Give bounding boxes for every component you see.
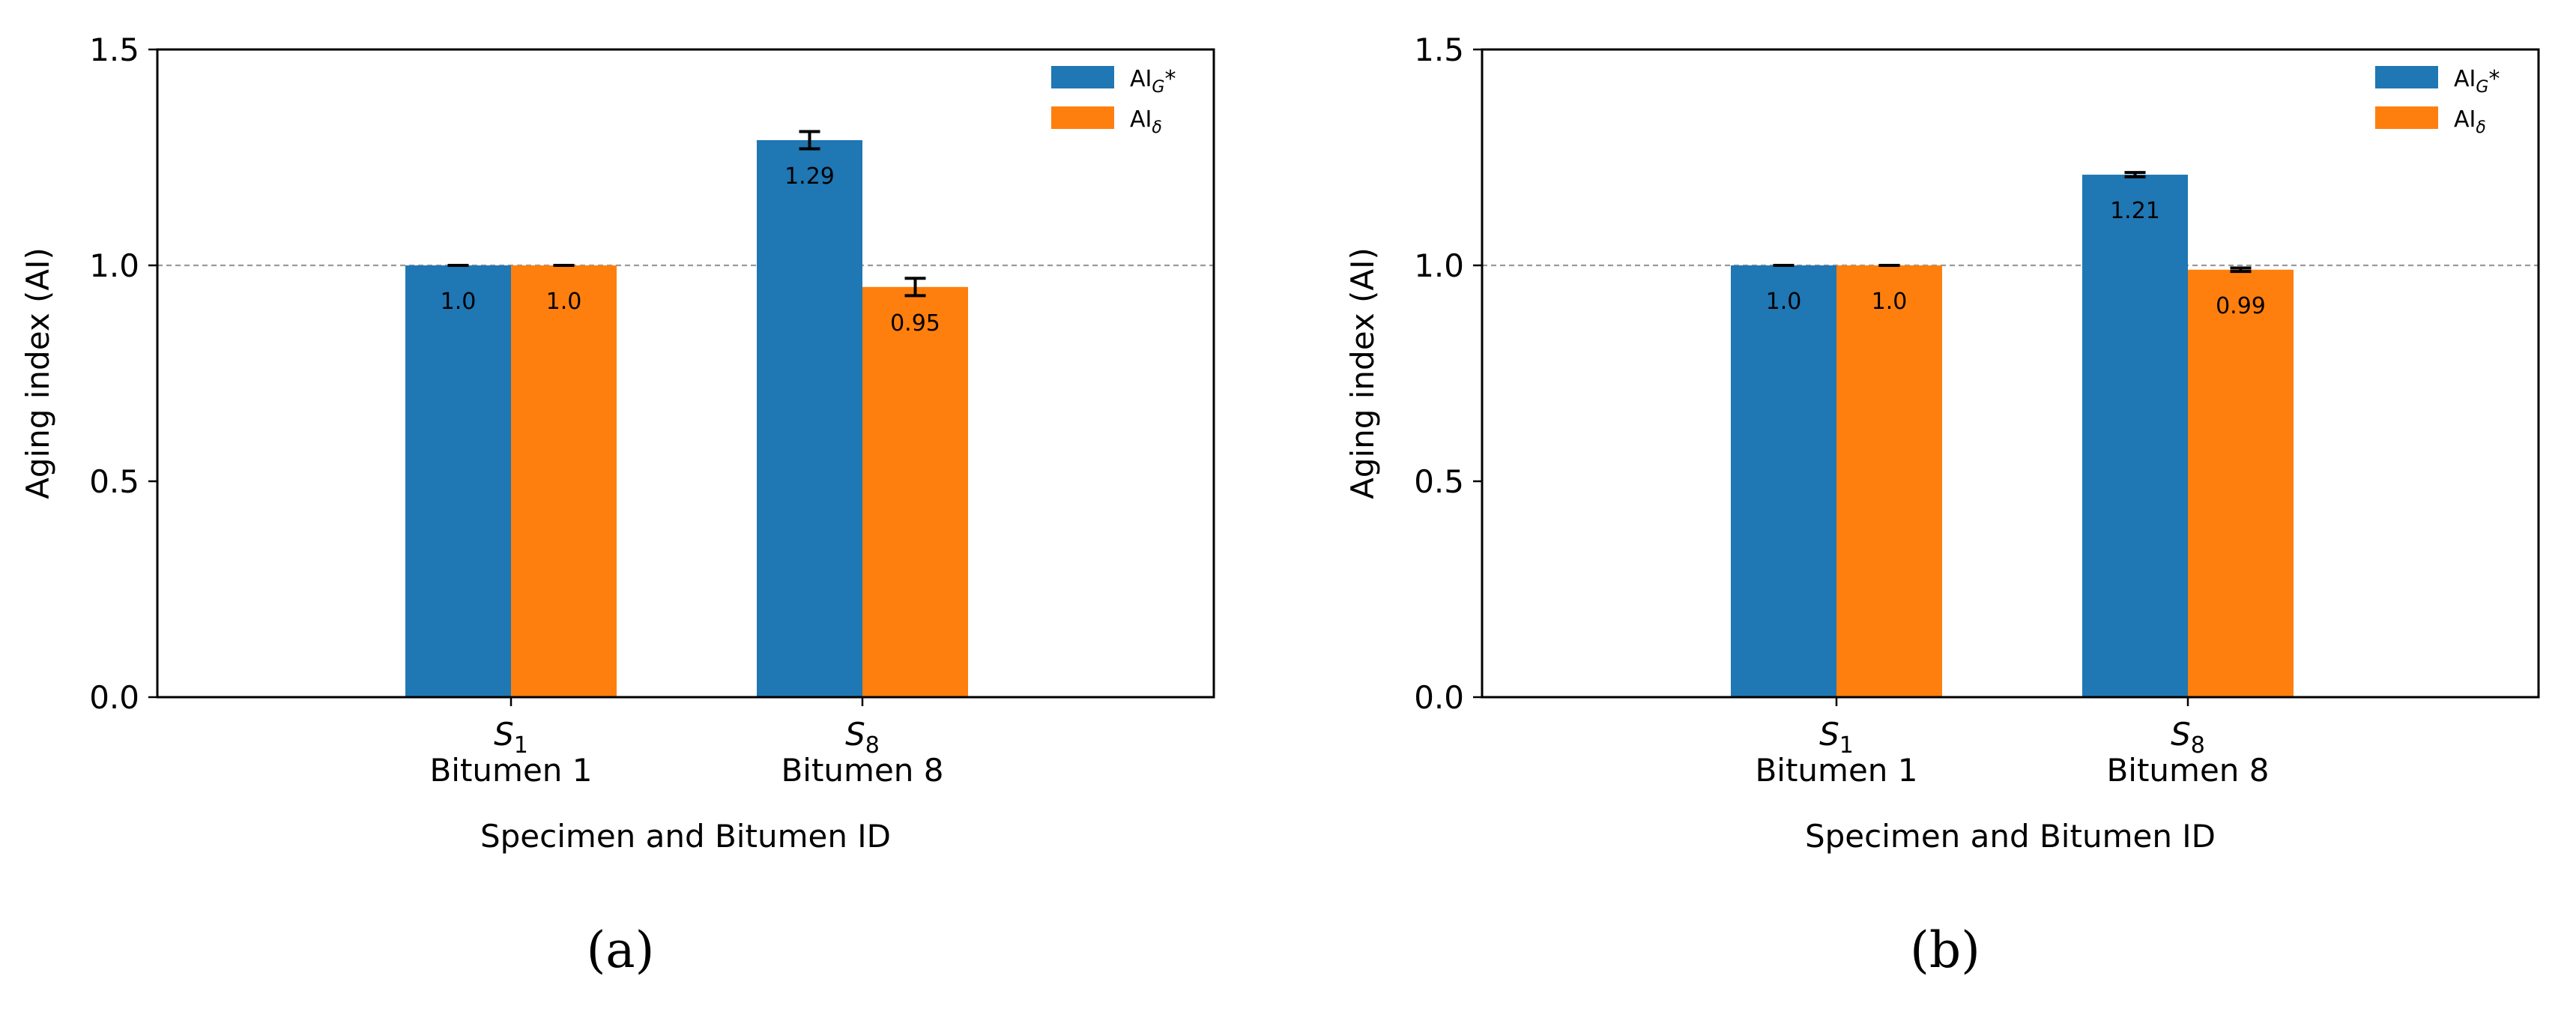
- legend-suffix: *: [1164, 66, 1176, 92]
- panel-label: (b): [1910, 921, 1980, 979]
- bar: [862, 286, 968, 697]
- specimen-subscript: 1: [1839, 732, 1854, 759]
- legend-subscript: G: [1152, 78, 1164, 97]
- bar: [405, 265, 511, 697]
- bar-value-label: 1.29: [784, 163, 835, 190]
- specimen-symbol: S: [494, 716, 514, 753]
- legend-entry-label: AIG*: [1130, 66, 1176, 97]
- legend-entry-label: AIG*: [2454, 66, 2500, 97]
- bar: [2082, 175, 2188, 698]
- legend-entry-label: AIδ: [2454, 106, 2486, 137]
- specimen-symbol: S: [2171, 716, 2191, 753]
- bar: [757, 139, 862, 697]
- legend-swatch: [1051, 106, 1114, 129]
- y-tick-label: 1.0: [89, 247, 139, 284]
- legend-subscript: δ: [1152, 118, 1161, 137]
- specimen-symbol: S: [1819, 716, 1839, 753]
- x-tick-label-bitumen: Bitumen 1: [1755, 752, 1917, 789]
- bar: [511, 265, 617, 697]
- x-tick-label-bitumen: Bitumen 8: [2106, 752, 2269, 789]
- legend-swatch: [2375, 106, 2438, 129]
- bar-value-label: 1.21: [2110, 198, 2160, 224]
- y-tick-label: 0.5: [1414, 463, 1464, 500]
- bar: [2188, 269, 2294, 697]
- legend-swatch: [2375, 66, 2438, 88]
- x-tick-label-specimen: S1: [494, 716, 528, 759]
- x-tick-label-bitumen: Bitumen 8: [781, 752, 943, 789]
- bar-value-label: 1.0: [546, 289, 582, 315]
- specimen-symbol: S: [845, 716, 865, 753]
- legend: AIG*AIδ: [1051, 66, 1176, 137]
- y-tick-label: 1.5: [89, 31, 139, 68]
- panel-label: (a): [587, 921, 655, 979]
- y-tick-label: 1.0: [1414, 247, 1464, 284]
- x-tick-label-specimen: S1: [1819, 716, 1854, 759]
- x-tick-label-specimen: S8: [845, 716, 880, 759]
- y-tick-label: 1.5: [1414, 31, 1464, 68]
- bar-value-label: 1.0: [1766, 289, 1802, 315]
- x-axis-label: Specimen and Bitumen ID: [480, 818, 891, 855]
- specimen-subscript: 1: [514, 732, 528, 759]
- y-tick-label: 0.5: [89, 463, 139, 500]
- axes-frame: [156, 48, 1215, 699]
- x-tick-label-bitumen: Bitumen 1: [429, 752, 592, 789]
- x-tick-label-specimen: S8: [2171, 716, 2205, 759]
- legend-swatch: [1051, 66, 1114, 88]
- bar: [1731, 265, 1836, 697]
- y-tick-label: 0.0: [89, 679, 139, 716]
- legend-suffix: *: [2488, 66, 2500, 92]
- bar-value-label: 0.95: [890, 310, 940, 337]
- axes-frame: [1481, 48, 2540, 699]
- y-axis-label: Aging index (AI): [1344, 247, 1381, 499]
- specimen-subscript: 8: [2191, 732, 2205, 759]
- specimen-subscript: 8: [865, 732, 880, 759]
- bar-value-label: 0.99: [2216, 293, 2266, 319]
- legend-entry-label: AIδ: [1130, 106, 1162, 137]
- legend-subscript: δ: [2476, 118, 2485, 137]
- bar-value-label: 1.0: [1872, 289, 1908, 315]
- bar-value-label: 1.0: [441, 289, 477, 315]
- x-axis-label: Specimen and Bitumen ID: [1805, 818, 2216, 855]
- y-tick-label: 0.0: [1414, 679, 1464, 716]
- bar: [1836, 265, 1942, 697]
- legend: AIG*AIδ: [2375, 66, 2500, 137]
- legend-name: AI: [2454, 106, 2476, 133]
- y-axis-label: Aging index (AI): [19, 247, 56, 499]
- legend-name: AI: [1130, 106, 1152, 133]
- legend-name: AI: [1130, 66, 1152, 92]
- legend-subscript: G: [2476, 78, 2488, 97]
- legend-name: AI: [2454, 66, 2476, 92]
